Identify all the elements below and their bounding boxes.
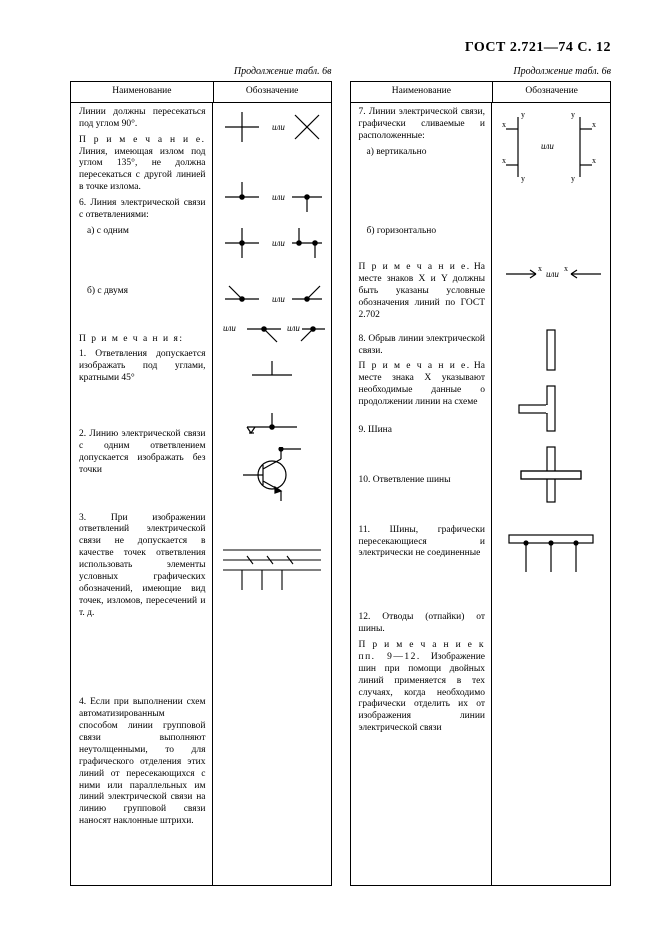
tables-container: Продолжение табл. 6в Наименование Обозна…	[70, 66, 611, 886]
svg-text:или: или	[223, 323, 236, 333]
svg-text:y: y	[521, 174, 525, 183]
svg-text:x: x	[502, 156, 506, 165]
svg-text:x: x	[592, 120, 596, 129]
l-p2-rest: Линия, имеющая излом под углом 135°, не …	[79, 147, 206, 193]
right-name-cell: 7. Линии электрической связи, графически…	[351, 103, 493, 885]
l-p4-1: 1. Ответвления допускается изображать по…	[79, 349, 206, 385]
right-table: Наименование Обозначение 7. Линии электр…	[350, 81, 612, 886]
left-sym-cell: или или	[213, 103, 331, 885]
l-p4note: П р и м е ч а н и я:	[79, 334, 206, 346]
sym-forbid-1	[237, 409, 307, 441]
sym-merge-vert: x x y y или x x y	[496, 107, 606, 187]
right-sym-cell: x x y y или x x y	[492, 103, 610, 885]
continuation-left: Продолжение табл. 6в	[70, 66, 332, 77]
sym-break: x или x	[496, 259, 606, 289]
sym-bus	[511, 325, 591, 375]
svg-text:y: y	[571, 174, 575, 183]
r-p11: 11. Шины, графически пересекающиеся и эл…	[359, 525, 486, 561]
page: ГОСТ 2.721—74 С. 12 Продолжение табл. 6в…	[0, 0, 661, 936]
r-p12: 12. Отводы (отпайки) от шины.	[359, 612, 486, 636]
l-p2-note: П р и м е ч а н и е.	[79, 135, 206, 145]
svg-text:или: или	[287, 323, 300, 333]
svg-text:x: x	[564, 264, 568, 273]
svg-text:или: или	[541, 141, 554, 151]
l-p4-2: 2. Линию электрической связи с одним отв…	[79, 429, 206, 477]
r-p10: 10. Ответвление шины	[359, 475, 486, 487]
svg-text:или: или	[272, 294, 285, 304]
continuation-right: Продолжение табл. 6в	[350, 66, 612, 77]
th-sym-right: Обозначение	[493, 82, 610, 102]
svg-text:y: y	[521, 110, 525, 119]
svg-text:или: или	[546, 269, 559, 279]
sym-bus-branch	[511, 381, 591, 436]
l-p2: П р и м е ч а н и е. Линия, имеющая изло…	[79, 135, 206, 194]
sym-branch-1: или	[217, 177, 327, 217]
sym-bus-cross	[511, 442, 591, 507]
r-p12note: П р и м е ч а н и е к пп. 9—12. Изображе…	[359, 640, 486, 735]
th-name-left: Наименование	[71, 82, 214, 102]
sym-group-hatch	[217, 538, 327, 598]
sym-forbid-2	[237, 447, 307, 502]
l-p1: Линии должны пересекаться под углом 90°.	[79, 107, 206, 131]
sym-branch-45: или или или	[217, 281, 327, 351]
left-name-cell: Линии должны пересекаться под углом 90°.…	[71, 103, 213, 885]
r-p8note: П р и м е ч а н и е. На месте знака X ук…	[359, 361, 486, 409]
r-p7a: а) вертикально	[359, 147, 486, 159]
sym-branch-nodot	[242, 357, 302, 387]
svg-text:или: или	[272, 192, 285, 202]
left-table: Наименование Обозначение Линии должны пе…	[70, 81, 332, 886]
th-name-right: Наименование	[351, 82, 494, 102]
r-p7note: П р и м е ч а н и е. На месте знаков X и…	[359, 262, 486, 321]
svg-text:или: или	[272, 238, 285, 248]
th-sym-left: Обозначение	[214, 82, 331, 102]
sym-cross-90: или	[217, 107, 327, 147]
r-p7: 7. Линии электрической связи, графически…	[359, 107, 486, 143]
svg-text:x: x	[502, 120, 506, 129]
l-p3: 6. Линия электрической связи с ответвлен…	[79, 198, 206, 222]
r-p9: 9. Шина	[359, 425, 486, 437]
svg-text:x: x	[592, 156, 596, 165]
svg-text:y: y	[571, 110, 575, 119]
sym-branch-2: или	[217, 223, 327, 263]
l-p4-3: 3. При изображении ответвлений электриче…	[79, 513, 206, 620]
l-p3b: б) с двумя	[79, 286, 206, 298]
page-header: ГОСТ 2.721—74 С. 12	[70, 40, 611, 56]
r-p7b: б) горизонтально	[359, 226, 486, 238]
r-p8: 8. Обрыв линии электрической связи.	[359, 334, 486, 358]
svg-text:или: или	[272, 122, 285, 132]
svg-text:x: x	[538, 264, 542, 273]
l-p3a: а) с одним	[79, 226, 206, 238]
sym-bus-taps	[501, 527, 601, 582]
l-p4-4: 4. Если при выполнении схем автоматизиро…	[79, 697, 206, 828]
